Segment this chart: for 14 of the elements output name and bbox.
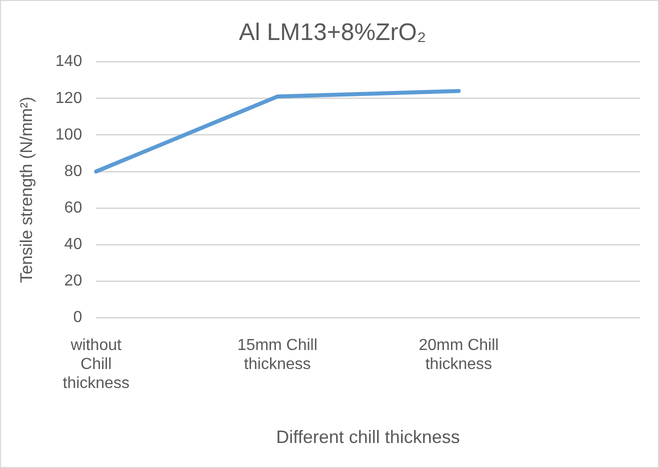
y-tick-label: 100 <box>55 126 82 144</box>
y-axis-title: Tensile strength (N/mm²) <box>16 96 36 283</box>
x-tick-label: without Chill thickness <box>62 336 130 392</box>
y-tick-label: 40 <box>64 236 82 254</box>
y-tick-label: 80 <box>64 162 82 180</box>
y-tick-label: 60 <box>64 199 82 216</box>
chart-title: Al LM13+8%ZrO₂ <box>238 19 426 46</box>
x-tick-label: 15mm Chill thickness <box>237 336 318 374</box>
y-tick-label: 140 <box>55 53 82 70</box>
x-tick-label: 20mm Chill thickness <box>418 336 499 374</box>
y-tick-label: 20 <box>64 272 82 290</box>
x-axis-title: Different chill thickness <box>276 427 460 448</box>
y-tick-label: 120 <box>55 90 82 107</box>
y-tick-label: 0 <box>73 309 82 326</box>
